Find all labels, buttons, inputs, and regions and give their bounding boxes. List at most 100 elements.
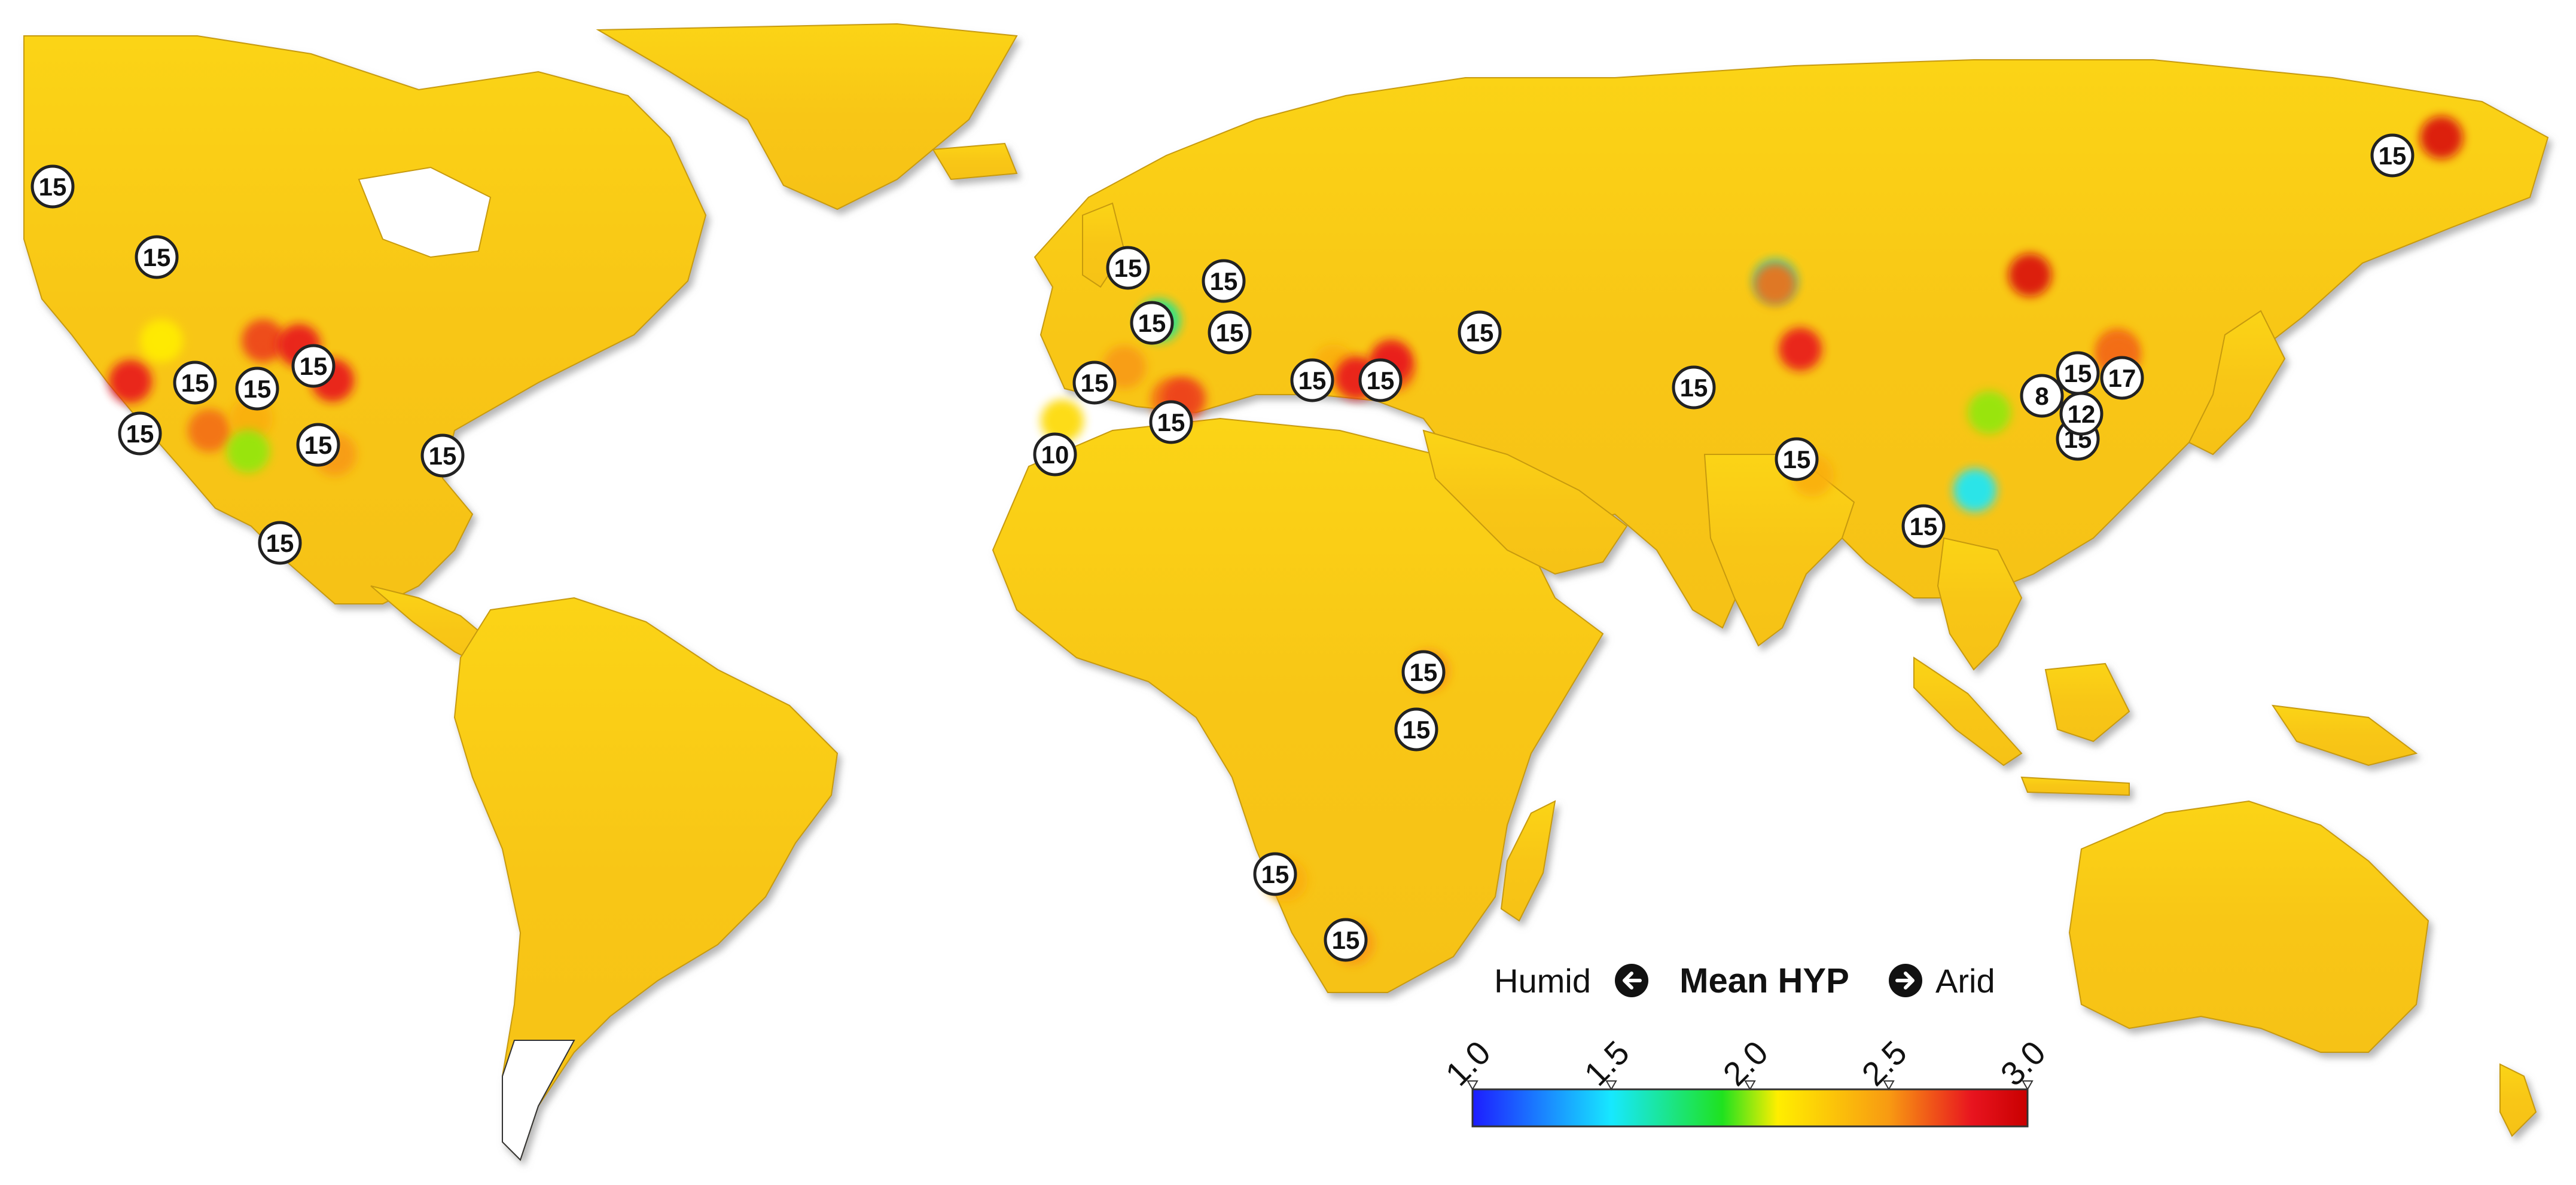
site-marker-circle xyxy=(1033,432,1077,477)
legend-tick-label: 2.5 xyxy=(1854,1033,1914,1093)
site-marker: 15 xyxy=(1208,310,1252,355)
site-marker: 15 xyxy=(1072,361,1117,405)
borneo-landmass xyxy=(2044,662,2130,743)
site-marker-circle xyxy=(1672,365,1716,410)
site-marker: 15 xyxy=(1149,400,1193,444)
site-marker-circle xyxy=(258,521,302,565)
japan-landmass xyxy=(2188,310,2286,456)
site-marker-circle xyxy=(1394,707,1438,752)
site-marker-circle xyxy=(2059,392,2104,436)
site-marker: 15 xyxy=(1401,650,1446,694)
site-marker-circle xyxy=(1401,650,1446,694)
site-marker: 15 xyxy=(1253,852,1297,896)
site-marker-circle xyxy=(1358,358,1403,402)
sumatra-landmass xyxy=(1913,656,2023,766)
legend-tick-mark xyxy=(1605,1080,1617,1091)
site-marker: 15 xyxy=(1130,301,1174,345)
site-marker-circle xyxy=(291,344,336,388)
site-marker: 15 xyxy=(291,344,336,388)
site-marker-label: 15 xyxy=(181,369,209,397)
site-marker-circle xyxy=(1775,437,1819,481)
hyp-hotspot xyxy=(2420,116,2463,159)
site-marker-label: 15 xyxy=(1157,408,1185,436)
site-marker-circle xyxy=(1324,918,1368,962)
south-america-landmass xyxy=(453,597,839,1161)
hyp-hotspot xyxy=(1968,391,2011,434)
site-marker: 15 xyxy=(2056,351,2100,395)
new-guinea-landmass xyxy=(2271,704,2418,766)
site-marker-circle xyxy=(1072,361,1117,405)
iceland-landmass xyxy=(932,142,1018,181)
legend-humid-label: Humid xyxy=(1494,962,1591,1000)
legend-tick-label: 3.0 xyxy=(1993,1033,2053,1093)
arrow-right-icon xyxy=(1889,964,1922,997)
site-marker-circle xyxy=(420,433,465,478)
site-marker: 15 xyxy=(420,433,465,478)
site-marker-label: 15 xyxy=(1332,926,1360,954)
site-marker: 15 xyxy=(1394,707,1438,752)
site-marker: 15 xyxy=(135,235,179,279)
site-marker-circle xyxy=(1106,246,1150,290)
site-marker: 15 xyxy=(1775,437,1819,481)
legend-tick-mark xyxy=(1467,1080,1478,1091)
site-marker-label: 10 xyxy=(1041,441,1069,469)
site-marker: 15 xyxy=(1458,310,1502,355)
site-marker-label: 15 xyxy=(1403,716,1431,744)
site-marker: 15 xyxy=(1901,504,1946,548)
site-marker-label: 12 xyxy=(2068,400,2096,428)
site-marker-circle xyxy=(1290,358,1334,402)
legend-ticks: 1.0 1.5 2.0 2.5 3.0 xyxy=(1438,1033,2053,1093)
legend-tick-mark xyxy=(1883,1080,1895,1091)
site-marker-label: 15 xyxy=(1910,512,1938,540)
hudson-bay xyxy=(358,166,492,258)
site-marker-label: 15 xyxy=(1410,658,1438,686)
site-marker: 15 xyxy=(258,521,302,565)
site-marker-circle xyxy=(135,235,179,279)
madagascar-landmass xyxy=(1500,800,1556,922)
site-marker-circle xyxy=(1253,852,1297,896)
patagonia-no-data xyxy=(502,1040,575,1161)
hyp-hotspot xyxy=(140,319,183,362)
site-marker-circle xyxy=(1130,301,1174,345)
site-marker: 17 xyxy=(2100,356,2144,400)
site-marker-label: 15 xyxy=(1216,319,1244,347)
hyp-hotspot xyxy=(1779,328,1822,371)
site-marker-label: 15 xyxy=(2379,142,2407,170)
site-marker: 15 xyxy=(1324,918,1368,962)
legend-title: Mean HYP xyxy=(1679,961,1849,1000)
legend-tick-label: 1.0 xyxy=(1438,1033,1498,1093)
hyp-hotspot xyxy=(1041,399,1084,442)
site-marker-label: 15 xyxy=(126,420,154,448)
site-marker: 15 xyxy=(296,423,340,467)
legend-tick-mark xyxy=(1744,1080,1756,1091)
java-landmass xyxy=(2020,776,2130,796)
site-marker-circle xyxy=(2020,374,2064,418)
site-marker: 15 xyxy=(2370,133,2415,178)
site-marker-label: 15 xyxy=(266,529,294,557)
hyp-hotspot xyxy=(1754,262,1797,306)
site-marker: 15 xyxy=(31,164,75,209)
hyp-hotspot xyxy=(1953,469,1996,512)
site-marker: 15 xyxy=(1106,246,1150,290)
site-marker-circle xyxy=(296,423,340,467)
site-marker-label: 15 xyxy=(1298,367,1327,395)
north-america-landmass xyxy=(23,35,707,604)
site-marker-label: 15 xyxy=(1261,860,1289,888)
arrow-left-icon xyxy=(1615,964,1648,997)
hyp-hotspot xyxy=(109,360,152,403)
hyp-hotspot xyxy=(188,409,231,452)
legend-arid-label: Arid xyxy=(1935,962,1995,1000)
site-marker: 15 xyxy=(1672,365,1716,410)
site-marker-circle xyxy=(1149,400,1193,444)
site-marker: 15 xyxy=(1290,358,1334,402)
site-marker-label: 15 xyxy=(39,173,67,201)
site-marker-circle xyxy=(1208,310,1252,355)
new-zealand-landmass xyxy=(2499,1063,2537,1137)
site-marker-label: 8 xyxy=(2035,382,2048,410)
land-masses xyxy=(23,23,2549,1161)
australia-landmass xyxy=(2068,800,2429,1053)
site-marker-label: 15 xyxy=(1114,254,1142,282)
site-marker-circle xyxy=(173,361,217,405)
site-marker-circle xyxy=(31,164,75,209)
site-marker-label: 15 xyxy=(1367,367,1395,395)
